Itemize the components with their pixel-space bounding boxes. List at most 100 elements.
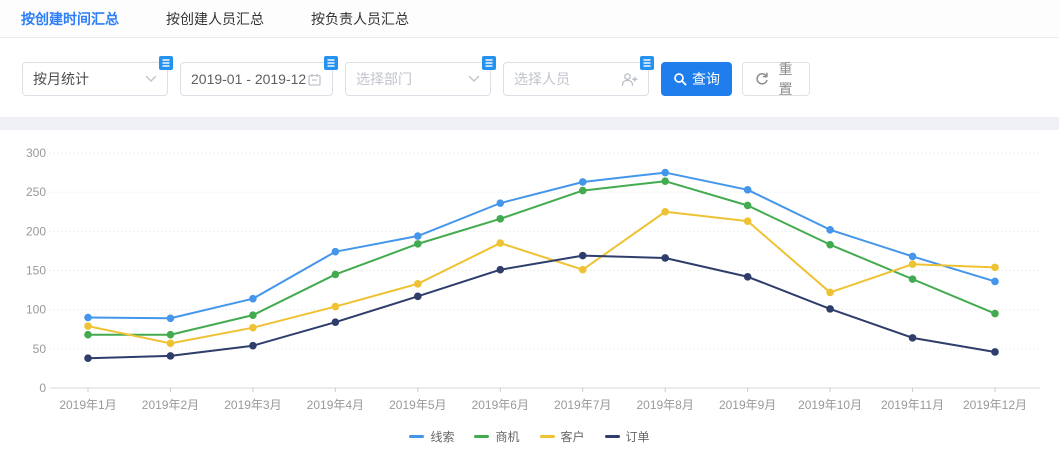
x-axis-label: 2019年9月 (719, 398, 776, 412)
data-point (908, 260, 917, 269)
y-axis-label: 250 (26, 185, 46, 199)
reset-button[interactable]: 重置 (742, 61, 810, 97)
data-point (496, 215, 505, 223)
data-point (496, 239, 505, 247)
field-config-badge-icon[interactable] (640, 56, 654, 70)
x-axis-label: 2019年11月 (881, 398, 944, 412)
legend-item-3[interactable]: 客户 (539, 428, 585, 445)
data-point (331, 302, 340, 311)
data-point (414, 232, 422, 240)
data-point (249, 311, 257, 319)
date-range-value: 2019-01 - 2019-12 (191, 71, 307, 87)
calendar-icon (307, 72, 322, 87)
y-axis-label: 200 (26, 224, 46, 238)
chart-panel: 0 50 100 150 200 250 300 2019年1月 2019年2月 2019年3月 2… (0, 130, 1059, 457)
tab-summary-2[interactable]: 按创建人员汇总 (166, 10, 264, 27)
stat-mode-value: 按月统计 (33, 71, 89, 87)
data-point (84, 354, 92, 363)
data-point (249, 294, 257, 303)
section-separator (0, 117, 1059, 130)
x-axis-label: 2019年12月 (963, 398, 1027, 412)
legend-marker-icon (474, 435, 490, 438)
line-chart[interactable]: 0 50 100 150 200 250 300 2019年1月 2019年2月 2019年3月 2… (0, 130, 1059, 457)
legend-item-1[interactable]: 线索 (409, 428, 454, 445)
x-axis-label: 2019年3月 (224, 398, 281, 412)
stat-mode-select[interactable]: 按月统计 (22, 56, 173, 96)
chevron-down-icon (468, 75, 480, 83)
legend-marker-icon (409, 435, 425, 438)
legend-label: 线索 (430, 430, 455, 444)
x-axis-label: 2019年7月 (554, 398, 611, 412)
field-config-badge-icon[interactable] (324, 56, 338, 70)
data-point (661, 177, 669, 185)
x-axis-label: 2019年2月 (142, 398, 199, 412)
legend-item-4[interactable]: 订单 (604, 428, 650, 445)
search-button[interactable]: 查询 (661, 62, 732, 96)
tab-summary-3[interactable]: 按负责人员汇总 (311, 10, 409, 27)
data-point (84, 313, 92, 322)
data-point (578, 251, 587, 260)
field-config-badge-icon[interactable] (482, 56, 496, 70)
data-point (414, 240, 422, 248)
reset-button-label: 重置 (778, 61, 793, 97)
summary-tabs-bar: 按创建时间汇总 按创建人员汇总 按负责人员汇总 (0, 0, 1059, 38)
field-config-badge-icon[interactable] (159, 56, 173, 70)
data-point (249, 341, 257, 350)
data-point (743, 186, 752, 194)
search-icon (673, 72, 687, 86)
x-axis-label: 2019年8月 (636, 398, 693, 412)
data-point (743, 217, 752, 225)
data-point (331, 270, 340, 279)
data-point (578, 186, 587, 195)
chart-legend: 线索 商机 客户 订单 (0, 428, 1059, 445)
data-point (331, 318, 340, 326)
refresh-icon (755, 72, 769, 86)
data-point (826, 240, 834, 249)
legend-label: 客户 (560, 430, 585, 444)
data-point (578, 265, 587, 274)
department-placeholder: 选择部门 (356, 71, 412, 87)
x-axis-label: 2019年4月 (307, 398, 364, 412)
data-point (991, 263, 999, 272)
y-axis-label: 300 (26, 146, 46, 160)
data-point (84, 330, 92, 339)
filter-bar: 按月统计 2019-01 - 2019-12 选择部门 选择人员 查询 (0, 38, 1059, 117)
y-axis-label: 100 (26, 303, 46, 317)
x-axis-label: 2019年1月 (59, 398, 116, 412)
data-point (826, 225, 834, 234)
data-point (496, 199, 505, 207)
data-point (826, 288, 834, 297)
data-point (84, 322, 92, 330)
data-point (908, 334, 917, 342)
data-point (661, 207, 669, 216)
data-point (166, 330, 175, 339)
data-point (166, 314, 175, 323)
series-line-2 (88, 180, 996, 336)
data-point (991, 348, 999, 356)
data-point (414, 280, 422, 288)
person-add-icon (621, 72, 638, 87)
y-axis-label: 50 (33, 342, 47, 356)
legend-item-2[interactable]: 商机 (474, 428, 520, 445)
chevron-down-icon (145, 75, 157, 83)
tab-summary-1[interactable]: 按创建时间汇总 (21, 10, 119, 27)
department-select[interactable]: 选择部门 (345, 56, 496, 96)
series-line-3 (87, 210, 996, 345)
data-point (991, 309, 999, 318)
person-input[interactable]: 选择人员 (503, 56, 654, 96)
data-point (661, 168, 669, 177)
y-axis-label: 150 (26, 264, 46, 278)
y-axis-label: 0 (39, 381, 46, 395)
data-point (166, 339, 175, 348)
x-axis-label: 2019年5月 (389, 398, 446, 412)
data-point (578, 178, 587, 186)
series-line-4 (87, 254, 996, 360)
data-point (826, 305, 834, 313)
legend-marker-icon (604, 435, 620, 438)
series-line-1 (87, 171, 996, 320)
x-axis-label: 2019年6月 (472, 398, 529, 412)
date-range-picker[interactable]: 2019-01 - 2019-12 (180, 56, 338, 96)
data-point (743, 201, 752, 210)
data-point (661, 254, 669, 262)
person-placeholder: 选择人员 (514, 71, 570, 87)
